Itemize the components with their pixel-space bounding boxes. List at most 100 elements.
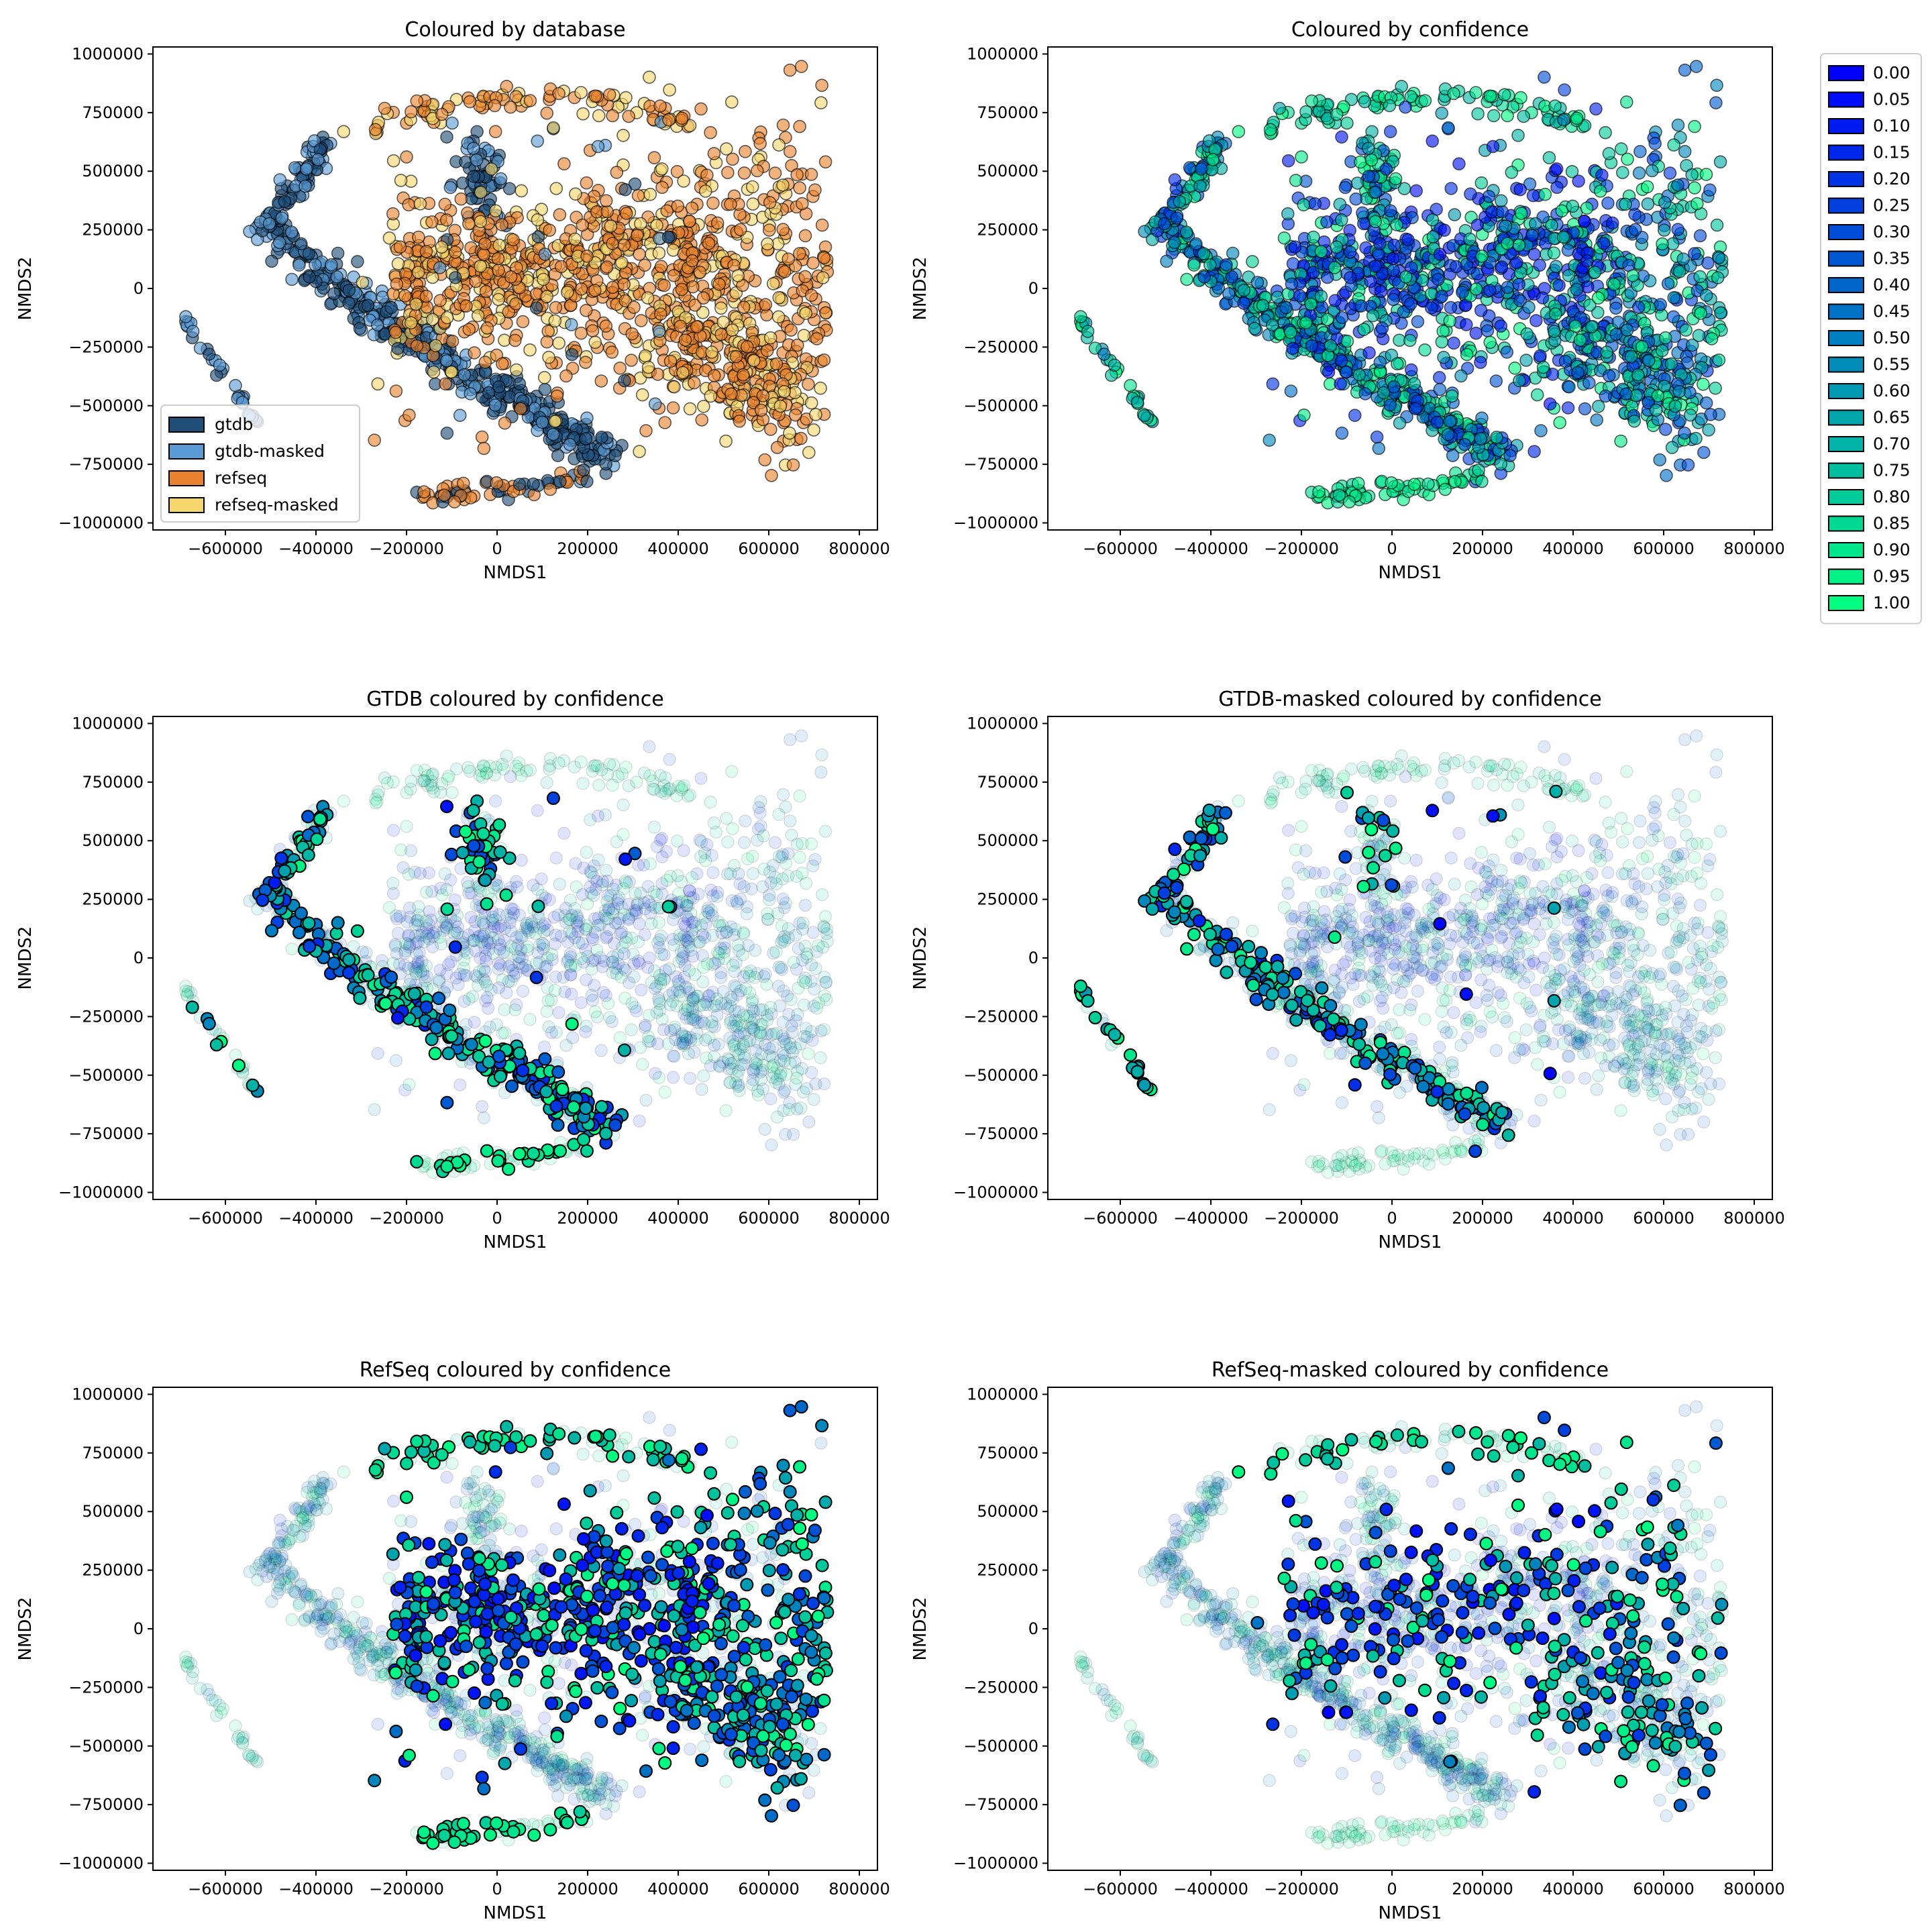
scatter-point <box>819 975 833 989</box>
scatter-point <box>770 1062 784 1075</box>
scatter-point <box>565 347 579 362</box>
scatter-point <box>460 299 473 313</box>
scatter-point <box>423 918 436 932</box>
scatter-point <box>700 904 714 918</box>
scatter-point <box>682 912 695 926</box>
scatter-point <box>1511 129 1525 142</box>
scatter-point <box>496 1026 509 1040</box>
scatter-points <box>178 60 835 510</box>
scatter-point <box>1449 260 1463 274</box>
scatter-point <box>580 411 594 425</box>
scatter-point <box>577 861 590 875</box>
scatter-point <box>440 921 453 935</box>
scatter-point <box>796 866 809 880</box>
scatter-point <box>631 935 645 949</box>
scatter-point <box>1627 414 1642 428</box>
scatter-point <box>806 859 820 873</box>
scatter-point <box>498 922 512 935</box>
scatter-point <box>574 996 588 1010</box>
scatter-point <box>558 985 572 999</box>
scatter-point <box>663 962 676 976</box>
scatter-point <box>686 891 700 905</box>
scatter-point <box>611 949 625 962</box>
scatter-point <box>1452 157 1466 170</box>
scatter-point <box>600 260 614 274</box>
scatter-point <box>1711 271 1725 284</box>
scatter-point <box>690 867 704 881</box>
scatter-point <box>579 1025 592 1038</box>
scatter-point <box>804 1025 818 1038</box>
scatter-point <box>772 849 786 863</box>
x-tick-label: 800000 <box>828 539 890 558</box>
scatter-point <box>815 78 828 92</box>
scatter-point <box>651 936 665 949</box>
scatter-point <box>600 205 614 219</box>
scatter-point <box>686 994 700 1007</box>
scatter-point <box>676 950 690 963</box>
scatter-point <box>440 883 453 896</box>
scatter-point <box>438 197 452 211</box>
scatter-point <box>783 733 797 747</box>
scatter-point <box>700 168 714 182</box>
scatter-point <box>611 894 625 907</box>
scatter-point <box>763 888 776 902</box>
scatter-point <box>1671 118 1685 132</box>
scatter-point <box>1232 125 1246 138</box>
scatter-point <box>732 943 746 957</box>
scatter-point <box>598 904 612 918</box>
scatter-point <box>480 991 494 1004</box>
scatter-point <box>627 947 640 961</box>
scatter-point <box>786 1128 800 1141</box>
scatter-point <box>671 983 684 997</box>
scatter-point <box>1641 197 1655 211</box>
scatter-point <box>671 199 685 213</box>
scatter-point <box>1483 335 1497 350</box>
scatter-point <box>509 363 523 377</box>
scatter-point <box>698 910 712 924</box>
scatter-point <box>648 900 661 914</box>
scatter-point <box>437 488 451 502</box>
scatter-point <box>552 87 566 101</box>
scatter-point <box>622 898 635 911</box>
scatter-point <box>644 906 657 920</box>
scatter-point <box>422 932 436 946</box>
x-tick-label: −600000 <box>1083 539 1158 558</box>
scatter-point <box>1501 109 1514 123</box>
scatter-point <box>1533 258 1546 272</box>
legend-label: gtdb <box>215 415 253 434</box>
scatter-point <box>1418 343 1432 357</box>
scatter-point <box>1635 340 1649 354</box>
scatter-point <box>448 270 462 284</box>
scatter-point <box>558 909 572 922</box>
scatter-point <box>650 979 663 993</box>
scatter-point <box>1404 297 1417 311</box>
scatter-point <box>752 801 765 814</box>
scatter-point <box>629 904 643 918</box>
scatter-point <box>1335 354 1348 368</box>
scatter-point <box>625 996 639 1010</box>
scatter-point <box>819 975 833 989</box>
scatter-point <box>719 434 733 448</box>
scatter-point <box>1548 99 1562 113</box>
scatter-point <box>1689 60 1703 73</box>
x-tick-label: −400000 <box>278 539 354 558</box>
scatter-point <box>674 932 687 946</box>
scatter-point <box>737 927 751 941</box>
scatter-point <box>1654 298 1667 311</box>
scatter-point <box>564 960 578 973</box>
scatter-point <box>768 166 782 180</box>
scatter-point <box>699 996 712 1009</box>
scatter-point <box>643 187 657 201</box>
scatter-point <box>308 258 322 272</box>
scatter-point <box>793 247 806 260</box>
scatter-point <box>516 315 530 329</box>
scatter-point <box>587 871 600 884</box>
scatter-point <box>1399 100 1412 114</box>
scatter-point <box>541 951 554 965</box>
scatter-point <box>794 729 808 743</box>
y-axis-label: NMDS2 <box>15 257 36 321</box>
scatter-point <box>436 915 449 929</box>
scatter-point <box>1372 441 1386 455</box>
scatter-point <box>378 101 392 115</box>
scatter-point <box>652 325 666 338</box>
